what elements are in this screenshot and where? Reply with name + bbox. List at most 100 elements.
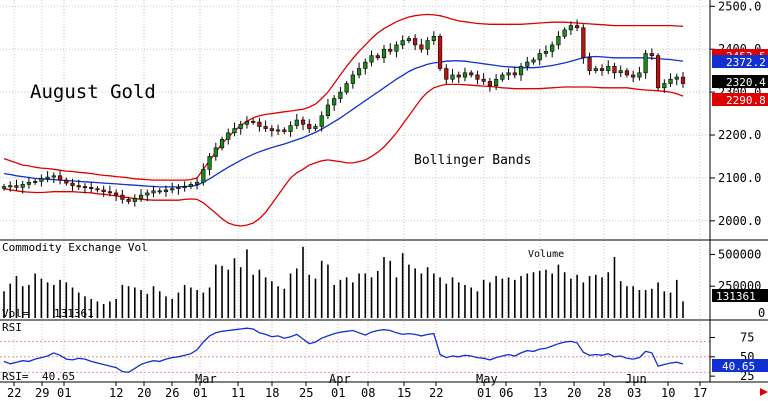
candle-body xyxy=(244,120,250,125)
candle-body xyxy=(157,190,162,193)
candle-body xyxy=(300,119,306,125)
date-axis: 22 29 01 12 20 26 01 11 18 25 01 08 15 22 01 06 13 20 28 03… xyxy=(7,372,707,400)
candle-body xyxy=(593,68,598,71)
candle-body xyxy=(437,36,443,69)
candle-body xyxy=(226,132,231,140)
candle-body xyxy=(307,123,312,129)
volume-value-tag-box xyxy=(712,289,768,302)
candle-body xyxy=(232,128,237,134)
candle-body xyxy=(64,179,69,184)
date-tick-label: 12 xyxy=(109,386,123,400)
candle-body xyxy=(45,176,50,180)
candle-body xyxy=(618,70,623,74)
date-tick-label: 01 xyxy=(331,386,345,400)
candle-body xyxy=(188,184,193,187)
candle-body xyxy=(138,194,144,199)
candle-body xyxy=(543,51,549,54)
rsi-legend-value: 40.65 xyxy=(42,370,75,383)
date-tick-label: 22 xyxy=(429,386,443,400)
candlesticks xyxy=(1,19,686,207)
bollinger-bands xyxy=(3,13,684,227)
candle-body xyxy=(294,119,299,126)
volume-title: Commodity Exchange Vol xyxy=(2,241,148,254)
candle-body xyxy=(269,128,274,132)
chart-title: August Gold xyxy=(30,81,156,103)
date-tick-label: 25 xyxy=(299,386,313,400)
candle-body xyxy=(344,83,349,93)
candle-body xyxy=(132,198,137,202)
candle-body xyxy=(1,186,7,189)
candle-body xyxy=(419,44,424,50)
date-tick-label: 20 xyxy=(137,386,151,400)
candle-body xyxy=(182,186,187,189)
candle-body xyxy=(381,48,387,59)
candle-body xyxy=(356,68,362,76)
candle-body xyxy=(163,189,169,192)
candle-body xyxy=(606,66,611,71)
candle-body xyxy=(51,175,56,178)
rsi-line xyxy=(3,327,684,373)
candle-body xyxy=(649,53,654,56)
candle-body xyxy=(662,83,667,89)
candle-body xyxy=(325,104,331,117)
candle-body xyxy=(680,76,686,84)
lower-band-line xyxy=(3,83,684,227)
month-label: Apr xyxy=(329,372,351,386)
candle-body xyxy=(450,74,455,80)
date-tick-label: 06 xyxy=(499,386,513,400)
rsi-series-line xyxy=(3,327,684,373)
rsi-title: RSI xyxy=(2,321,22,334)
candle-body xyxy=(319,115,324,127)
date-tick-label: 22 xyxy=(7,386,21,400)
price-panel xyxy=(0,0,710,240)
candle-body xyxy=(350,74,355,84)
volume-panel xyxy=(0,240,710,320)
price-value-tag-box xyxy=(712,55,768,68)
candle-body xyxy=(575,25,580,29)
date-tick-label: 28 xyxy=(597,386,611,400)
date-tick-label: 03 xyxy=(627,386,641,400)
middle-band-line xyxy=(3,55,684,188)
date-tick-label: 20 xyxy=(567,386,581,400)
scroll-right-arrow-icon[interactable] xyxy=(760,388,768,396)
candle-body xyxy=(101,189,106,192)
date-tick-label: 18 xyxy=(265,386,279,400)
candle-body xyxy=(655,55,661,89)
candle-body xyxy=(89,187,94,189)
candle-body xyxy=(599,68,605,71)
candle-body xyxy=(57,175,63,181)
volume-legend-label: Vol= xyxy=(2,307,29,320)
volume-legend-value: 131361 xyxy=(54,307,94,320)
candle-body xyxy=(425,40,430,50)
candle-body xyxy=(313,126,318,129)
candle-body xyxy=(550,44,555,52)
candle-body xyxy=(394,44,399,52)
candle-body xyxy=(494,78,499,86)
price-value-tag: 2290.8 xyxy=(726,94,766,107)
candle-body xyxy=(612,66,617,74)
candle-body xyxy=(444,68,449,80)
candle-body xyxy=(201,169,206,183)
candle-body xyxy=(469,72,474,76)
volume-zero-label: 0 xyxy=(758,306,765,320)
candle-body xyxy=(456,74,461,78)
price-tick-label: 2100.0 xyxy=(718,171,761,185)
candle-body xyxy=(251,120,256,123)
candle-body xyxy=(76,185,81,188)
candle-body xyxy=(195,181,200,185)
candle-body xyxy=(481,78,486,82)
date-tick-label: 13 xyxy=(533,386,547,400)
candle-body xyxy=(375,55,380,59)
candle-body xyxy=(275,129,281,132)
date-tick-label: 15 xyxy=(397,386,411,400)
price-tick-label: 2500.0 xyxy=(718,0,761,13)
date-tick-label: 29 xyxy=(35,386,49,400)
candle-body xyxy=(20,184,25,188)
candle-body xyxy=(282,129,287,132)
candle-body xyxy=(388,48,393,52)
candle-body xyxy=(219,139,225,149)
rsi-value-tag: 40.65 xyxy=(722,360,755,373)
